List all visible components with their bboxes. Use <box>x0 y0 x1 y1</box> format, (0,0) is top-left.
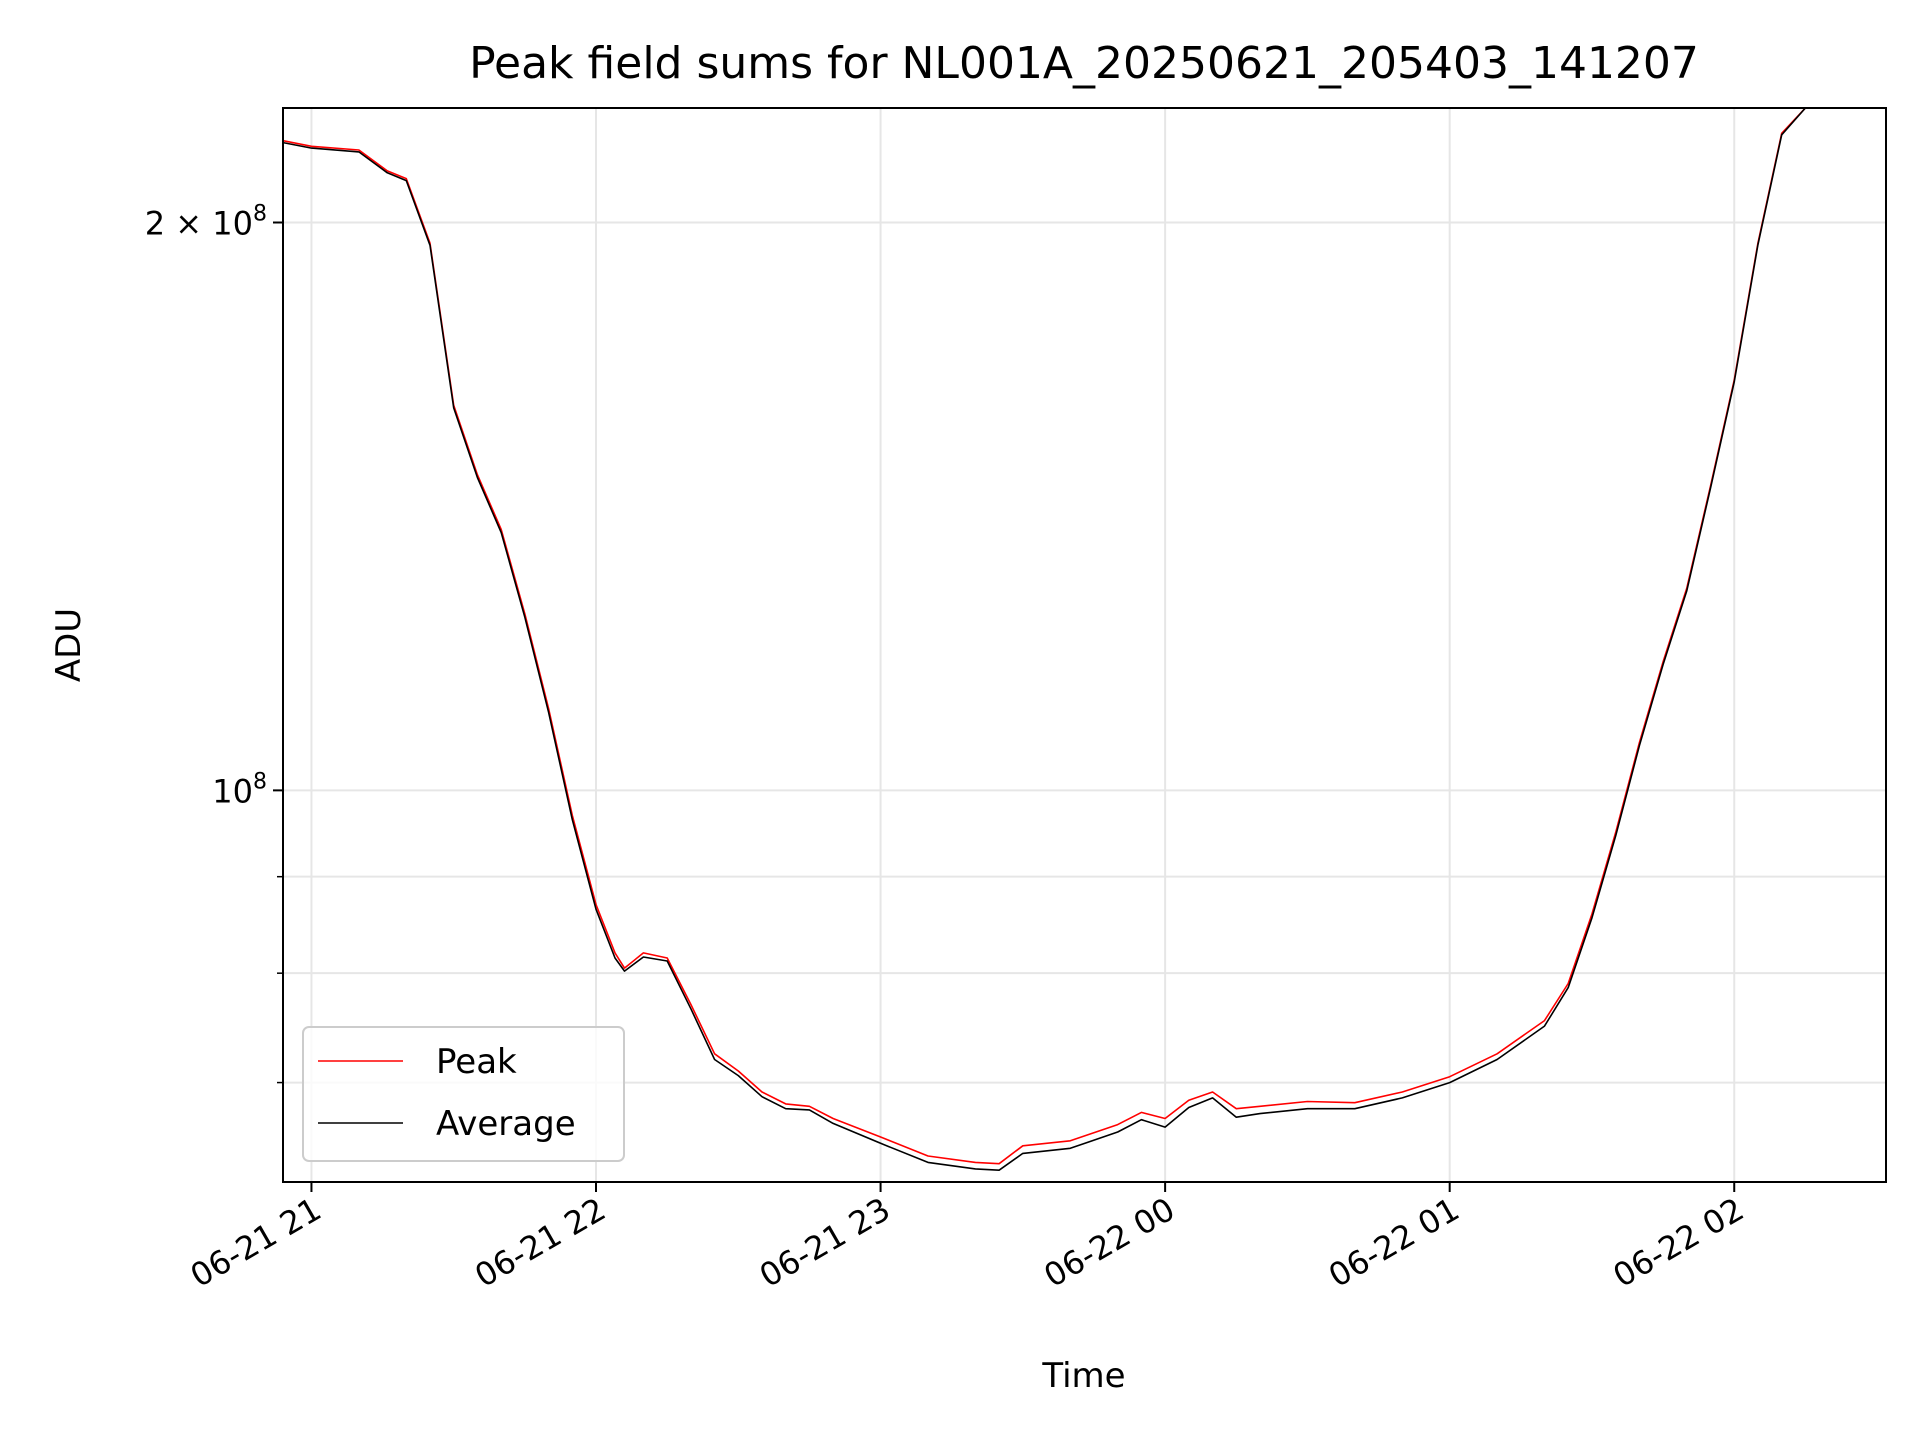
plot-frame <box>282 107 1887 1183</box>
y-axis: 108 2 × 108 <box>145 202 283 1084</box>
y-axis-label: ADU <box>49 608 89 682</box>
chart-title: Peak field sums for NL001A_20250621_2054… <box>469 38 1699 89</box>
series-line-average <box>283 108 1886 1171</box>
legend-label-peak: Peak <box>436 1042 517 1082</box>
y-tick-label: 2 × 108 <box>145 202 267 243</box>
y-tick-label: 108 <box>212 769 267 810</box>
legend-label-average: Average <box>436 1104 576 1144</box>
legend: Peak Average <box>302 1026 625 1162</box>
x-axis-label: Time <box>1041 1356 1125 1396</box>
series-line-peak <box>283 108 1886 1165</box>
series-layer <box>283 108 1886 1171</box>
